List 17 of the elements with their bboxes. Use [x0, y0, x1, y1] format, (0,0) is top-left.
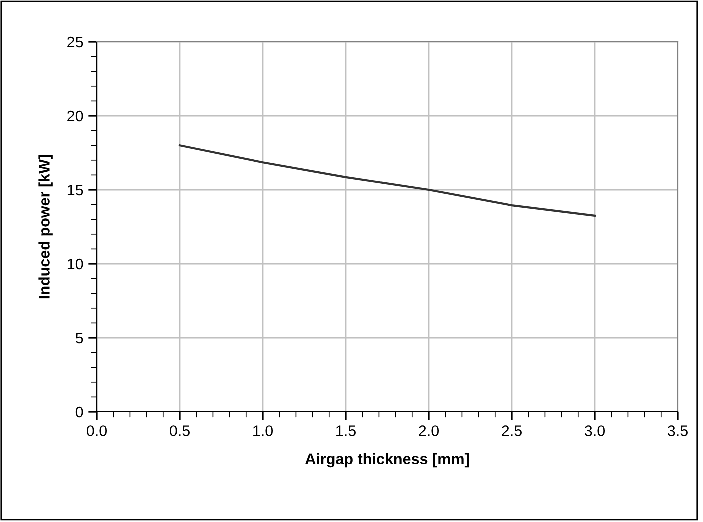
x-axis-title: Airgap thickness [mm] [306, 453, 469, 468]
x-tick-label: 1.0 [254, 426, 274, 436]
y-tick-label: 0 [76, 406, 84, 418]
x-tick-label: 2.5 [502, 426, 522, 436]
y-tick-label: 5 [76, 333, 84, 344]
y-tick-label: 25 [68, 36, 84, 48]
y-axis-title: Induced power [kW] [38, 155, 53, 299]
x-tick-label: 2.0 [419, 426, 440, 436]
x-tick-label: 3.0 [584, 426, 606, 436]
y-tick-label: 10 [68, 258, 84, 270]
line-series [178, 144, 596, 217]
y-tick-label: 20 [68, 110, 84, 122]
x-tick-label: 0.0 [86, 426, 108, 436]
y-tick-label: 15 [68, 185, 84, 196]
x-tick-label: 3.5 [668, 426, 688, 436]
x-tick-label: 0.5 [170, 426, 190, 436]
x-tick-label: 1.5 [336, 426, 356, 436]
